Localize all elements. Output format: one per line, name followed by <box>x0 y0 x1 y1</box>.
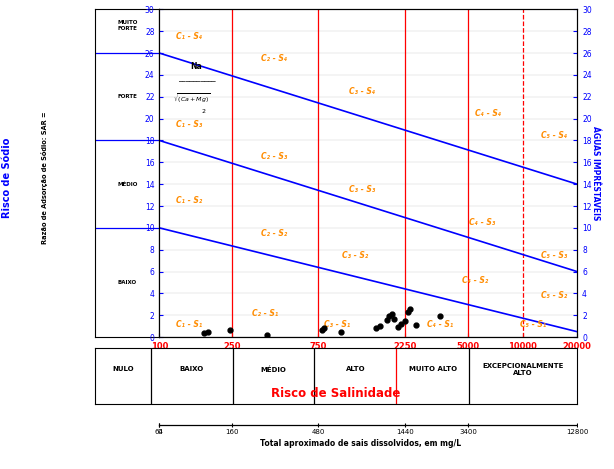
Text: C₃ - S₂: C₃ - S₂ <box>342 251 368 260</box>
Text: BAIXO: BAIXO <box>179 366 204 372</box>
Text: C₅ - S₃: C₅ - S₃ <box>542 251 567 260</box>
Text: FORTE: FORTE <box>117 94 138 99</box>
Text: C₂ - S₃: C₂ - S₃ <box>262 152 287 161</box>
Text: EXCEPCIONALMENTE
ALTO: EXCEPCIONALMENTE ALTO <box>482 363 564 376</box>
Text: C₁ - S₃: C₁ - S₃ <box>176 120 202 129</box>
Text: C₄ - S₁: C₄ - S₁ <box>427 319 453 329</box>
Text: 0: 0 <box>157 429 161 435</box>
X-axis label: Condutividade Elétrica em µmohs/cm à 25°C: Condutividade Elétrica em µmohs/cm à 25°… <box>255 354 481 363</box>
Text: C₅ - S₄: C₅ - S₄ <box>542 130 567 139</box>
Text: Risco de Sódio: Risco de Sódio <box>2 138 12 219</box>
Text: C₅ - S₂: C₅ - S₂ <box>542 291 567 300</box>
Text: NULO: NULO <box>112 366 134 372</box>
Text: 64: 64 <box>155 429 164 435</box>
Text: MÉDIO: MÉDIO <box>117 182 138 187</box>
Text: C₂ - S₂: C₂ - S₂ <box>262 229 287 238</box>
Text: $\sqrt{(Ca + Mg)}$: $\sqrt{(Ca + Mg)}$ <box>173 92 210 105</box>
Text: BAIXO: BAIXO <box>118 280 137 285</box>
Text: C₃ - S₄: C₃ - S₄ <box>349 87 375 96</box>
Text: C₁ - S₂: C₁ - S₂ <box>176 196 202 205</box>
Text: 480: 480 <box>311 429 325 435</box>
Text: Na: Na <box>190 62 203 71</box>
Text: C₂ - S₁: C₂ - S₁ <box>252 309 278 318</box>
Text: 2: 2 <box>201 109 206 114</box>
Text: ALTO: ALTO <box>346 366 365 372</box>
Text: 1440: 1440 <box>396 429 414 435</box>
Text: Risco de Salinidade: Risco de Salinidade <box>271 387 401 401</box>
Text: ──────────: ────────── <box>177 80 216 85</box>
Text: 160: 160 <box>225 429 238 435</box>
Text: C₂ - S₄: C₂ - S₄ <box>262 54 287 63</box>
Text: C₁ - S₄: C₁ - S₄ <box>176 32 202 41</box>
Text: MÉDIO: MÉDIO <box>260 366 287 373</box>
Text: C₅ - S₁: C₅ - S₁ <box>521 319 546 329</box>
Text: C₃ - S₁: C₃ - S₁ <box>324 319 350 329</box>
Text: C₃ - S₃: C₃ - S₃ <box>349 185 375 194</box>
Text: Total aproximado de sais dissolvidos, em mg/L: Total aproximado de sais dissolvidos, em… <box>260 439 461 448</box>
Text: C₄ - S₂: C₄ - S₂ <box>462 276 489 285</box>
Text: MUITO
FORTE: MUITO FORTE <box>117 20 138 31</box>
Text: C₄ - S₃: C₄ - S₃ <box>469 218 495 227</box>
Text: Razão de Adsorção de Sódio: SAR =: Razão de Adsorção de Sódio: SAR = <box>41 112 48 244</box>
Text: 3400: 3400 <box>459 429 477 435</box>
Text: MUITO ALTO: MUITO ALTO <box>408 366 457 372</box>
Text: 12800: 12800 <box>566 429 588 435</box>
Y-axis label: ÁGUAS IMPRÊSTAVEIS: ÁGUAS IMPRÊSTAVEIS <box>591 126 600 220</box>
Text: C₄ - S₄: C₄ - S₄ <box>475 109 502 118</box>
Text: C₁ - S₁: C₁ - S₁ <box>176 319 202 329</box>
